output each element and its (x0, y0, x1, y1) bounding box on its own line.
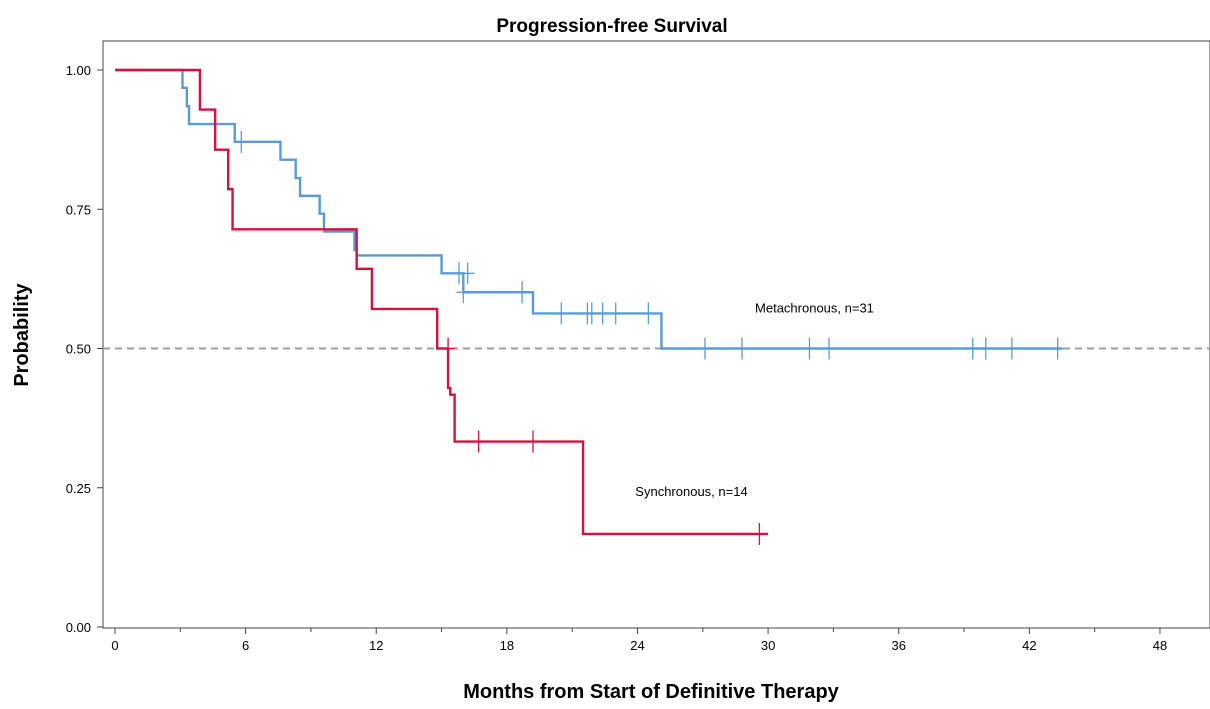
x-tick-label: 6 (242, 638, 249, 653)
x-axis-label: Months from Start of Definitive Therapy (463, 681, 839, 703)
x-tick-label: 18 (500, 638, 514, 653)
x-tick-label: 30 (761, 638, 775, 653)
y-tick-label: 0.50 (66, 342, 91, 357)
chart-title: Progression-free Survival (496, 16, 727, 37)
y-tick-label: 0.75 (66, 202, 91, 217)
x-tick-label: 42 (1022, 638, 1036, 653)
y-axis-label: Probability (11, 282, 33, 386)
x-tick-label: 12 (369, 638, 383, 653)
synchronous-label: Synchronous, n=14 (635, 484, 747, 499)
plot-frame (102, 40, 1210, 629)
y-tick-label: 1.00 (66, 63, 91, 78)
x-tick-label: 36 (891, 638, 905, 653)
x-tick-label: 48 (1153, 638, 1167, 653)
metachronous-label: Metachronous, n=31 (755, 300, 874, 315)
y-tick-label: 0.00 (66, 620, 91, 635)
synchronous-survival-curve (115, 68, 769, 536)
x-tick-label: 24 (630, 638, 644, 653)
metachronous-survival-curve (115, 68, 1062, 350)
x-tick-label: 0 (111, 638, 118, 653)
y-tick-label: 0.25 (66, 481, 91, 496)
